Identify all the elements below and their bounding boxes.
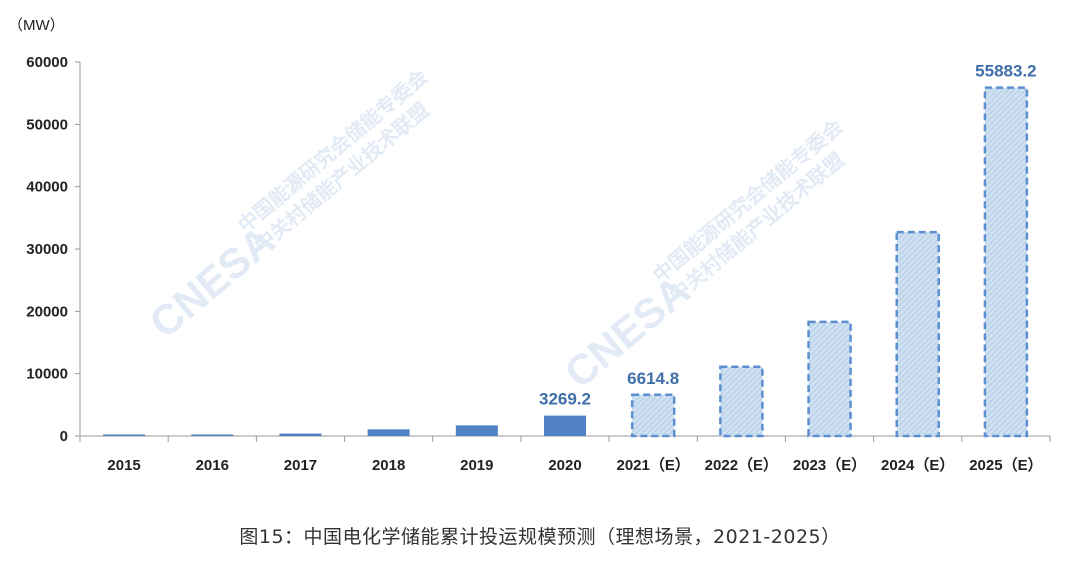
bar-estimated xyxy=(630,393,676,438)
bar-data-label: 3269.2 xyxy=(539,390,591,409)
bar-estimated xyxy=(983,86,1029,438)
x-tick-label: 2016 xyxy=(196,457,229,474)
x-tick-label: 2022（E） xyxy=(705,456,778,474)
y-tick-label: 50000 xyxy=(26,116,68,133)
y-axis-unit-label: （MW） xyxy=(8,17,65,34)
bar-estimated xyxy=(807,320,852,438)
y-tick-label: 10000 xyxy=(26,366,68,383)
x-tick-label: 2024（E） xyxy=(881,456,954,474)
bar-estimated xyxy=(895,230,940,438)
bars xyxy=(103,86,1029,438)
x-axis: 2015 2016 2017 2018 2019 2020 2021（E） 2022（E） 20… xyxy=(79,435,1051,474)
bar-data-label: 6614.8 xyxy=(627,369,679,388)
bar-actual xyxy=(279,433,322,436)
y-tick-label: 20000 xyxy=(26,303,68,320)
y-tick-label: 0 xyxy=(60,428,68,445)
watermark-line2: 中关村储能产业技术联盟 xyxy=(250,97,434,257)
bar-actual xyxy=(367,429,410,436)
figure-caption: 图15：中国电化学储能累计投运规模预测（理想场景，2021-2025） xyxy=(239,526,841,548)
watermark-line1: 中国能源研究会储能专委会 xyxy=(233,65,432,238)
y-tick-label: 60000 xyxy=(26,54,68,71)
x-tick-label: 2018 xyxy=(372,457,405,474)
watermark-line1: 中国能源研究会储能专委会 xyxy=(648,115,847,288)
x-tick-label: 2019 xyxy=(460,457,493,474)
y-tick-label: 40000 xyxy=(26,179,68,196)
bar-estimated xyxy=(719,365,764,438)
y-axis: 0 10000 20000 30000 40000 50000 60000 xyxy=(26,54,81,445)
data-labels: 3269.2 6614.8 55883.2 xyxy=(539,62,1037,409)
bar-chart: CNESA 中国能源研究会储能专委会 中关村储能产业技术联盟 CNESA 中国能… xyxy=(8,17,1051,474)
watermark-left: CNESA 中国能源研究会储能专委会 中关村储能产业技术联盟 xyxy=(141,65,434,347)
bar-actual xyxy=(191,434,234,436)
x-tick-label: 2023（E） xyxy=(793,456,866,474)
x-tick-label: 2015 xyxy=(107,457,140,474)
bar-actual xyxy=(103,434,146,436)
x-tick-label: 2017 xyxy=(284,457,317,474)
x-tick-label: 2021（E） xyxy=(616,456,689,474)
bar-actual xyxy=(455,425,498,436)
watermark-line2: 中关村储能产业技术联盟 xyxy=(665,147,849,307)
y-tick-label: 30000 xyxy=(26,241,68,258)
x-tick-label: 2020 xyxy=(548,457,581,474)
bar-data-label: 55883.2 xyxy=(975,62,1036,81)
bar-actual xyxy=(544,415,586,436)
x-tick-label: 2025（E） xyxy=(969,456,1042,474)
